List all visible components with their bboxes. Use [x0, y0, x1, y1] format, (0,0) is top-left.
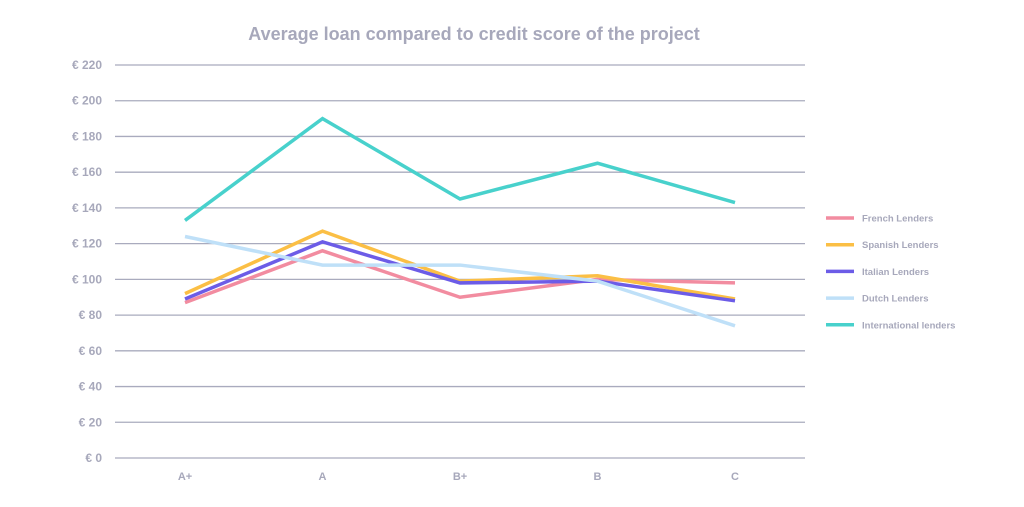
y-tick-label: € 100 [72, 272, 102, 286]
y-tick-label: € 120 [72, 237, 102, 251]
legend-label: International lenders [862, 320, 955, 331]
x-tick-label: A [319, 471, 327, 483]
legend-item-spanish-lenders: Spanish Lenders [826, 240, 939, 251]
legend-label: French Lenders [862, 214, 933, 225]
legend-item-italian-lenders: Italian Lenders [826, 267, 929, 278]
y-tick-label: € 60 [79, 344, 103, 358]
series-line-dutch-lenders [184, 234, 736, 328]
series-line-french-lenders [184, 248, 736, 305]
legend-item-international-lenders: International lenders [826, 320, 955, 331]
legend-label: Dutch Lenders [862, 294, 929, 305]
y-tick-label: € 20 [79, 415, 103, 429]
legend-label: Spanish Lenders [862, 240, 939, 251]
y-tick-label: € 180 [72, 129, 102, 143]
y-tick-label: € 160 [72, 165, 102, 179]
x-tick-label: B [594, 471, 602, 483]
y-tick-label: € 40 [79, 380, 103, 394]
y-tick-label: € 220 [72, 58, 102, 72]
legend-item-dutch-lenders: Dutch Lenders [826, 294, 929, 305]
y-tick-label: € 80 [79, 308, 103, 322]
x-tick-label: C [731, 471, 739, 483]
x-tick-label: A+ [178, 471, 192, 483]
series-line-italian-lenders [184, 239, 736, 303]
y-tick-label: € 200 [72, 94, 102, 108]
x-axis-ticks: A+ A B+ B C [178, 471, 739, 483]
series-lines [183, 116, 736, 328]
legend-item-french-lenders: French Lenders [826, 214, 933, 225]
gridlines [115, 64, 805, 459]
legend: French Lenders Spanish Lenders Italian Len… [826, 214, 955, 331]
legend-label: Italian Lenders [862, 267, 929, 278]
y-tick-label: € 140 [72, 201, 102, 215]
y-tick-label: € 0 [85, 451, 102, 465]
x-tick-label: B+ [453, 471, 467, 483]
y-axis-ticks: € 220 € 200 € 180 € 160 € 140 € 120 € 100 € 80 €… [72, 58, 102, 465]
chart-title: Average loan compared to credit score of… [248, 24, 699, 44]
series-line-international-lenders [183, 116, 736, 222]
